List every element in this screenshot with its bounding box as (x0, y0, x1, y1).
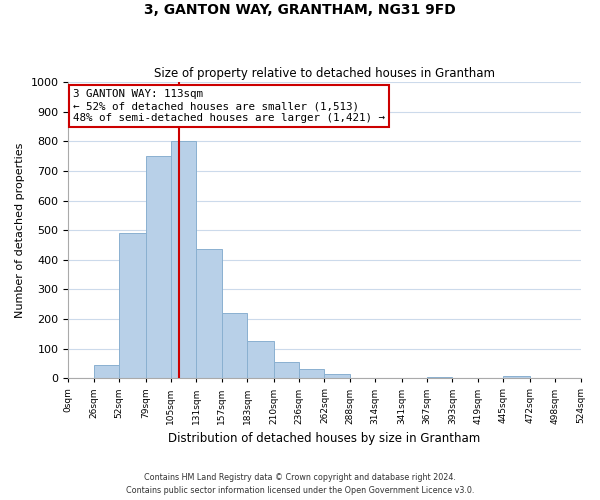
Bar (222, 313, 247, 378)
Bar (325, 374, 350, 378)
Bar (171, 142, 196, 378)
Bar (299, 370, 325, 378)
Bar (274, 362, 299, 378)
Bar (146, 156, 171, 378)
Y-axis label: Number of detached properties: Number of detached properties (15, 142, 25, 318)
Text: 3, GANTON WAY, GRANTHAM, NG31 9FD: 3, GANTON WAY, GRANTHAM, NG31 9FD (144, 2, 456, 16)
Bar (247, 341, 274, 378)
Bar (196, 250, 222, 378)
Bar (94, 365, 119, 378)
Bar (503, 376, 530, 378)
Bar (119, 233, 146, 378)
Title: Size of property relative to detached houses in Grantham: Size of property relative to detached ho… (154, 66, 495, 80)
Bar (427, 377, 452, 378)
Text: 3 GANTON WAY: 113sqm
← 52% of detached houses are smaller (1,513)
48% of semi-de: 3 GANTON WAY: 113sqm ← 52% of detached h… (73, 90, 385, 122)
Text: Contains HM Land Registry data © Crown copyright and database right 2024.
Contai: Contains HM Land Registry data © Crown c… (126, 474, 474, 495)
X-axis label: Distribution of detached houses by size in Grantham: Distribution of detached houses by size … (168, 432, 481, 445)
